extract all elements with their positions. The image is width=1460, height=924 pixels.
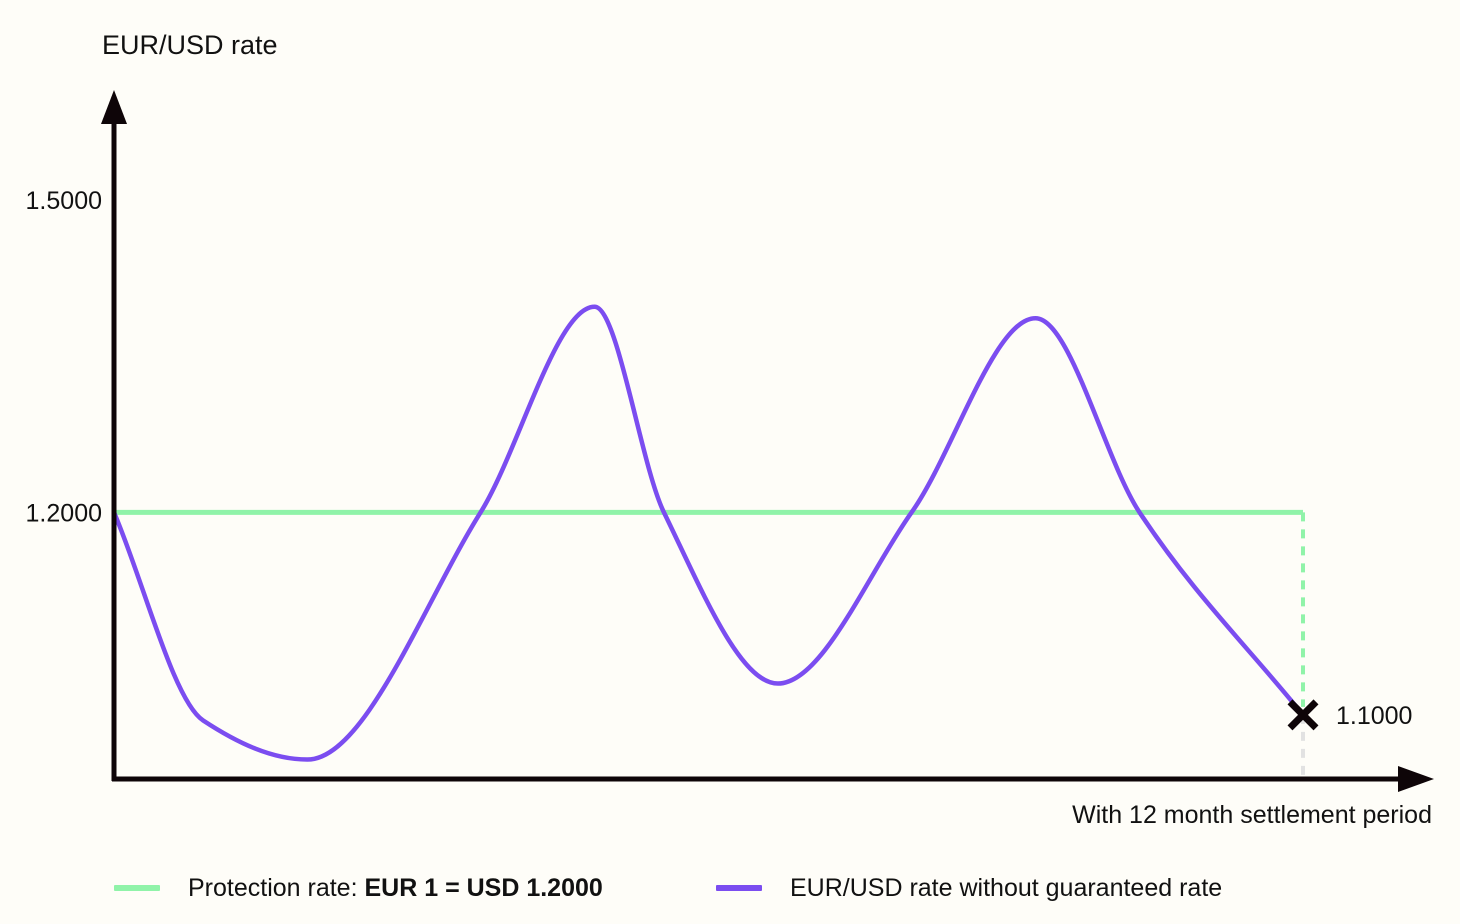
legend-swatch-market [716, 885, 762, 891]
market-rate-line [111, 304, 1306, 762]
legend-label-protection: Protection rate: EUR 1 = USD 1.2000 [188, 874, 603, 903]
legend-label-market: EUR/USD rate without guaranteed rate [790, 873, 1223, 902]
y-axis-arrow-icon [101, 90, 127, 124]
end-value-label: 1.1000 [1336, 702, 1412, 730]
axes [101, 90, 1434, 792]
x-axis-arrow-icon [1398, 766, 1434, 792]
plot-area: 1.1000 [111, 304, 1412, 775]
legend-label-protection-prefix: Protection rate: [188, 873, 365, 902]
legend-swatch-protection [114, 885, 160, 891]
legend-label-protection-rate: EUR 1 = USD 1.2000 [364, 873, 603, 902]
legend-item-protection: Protection rate: EUR 1 = USD 1.2000 [114, 868, 603, 908]
legend: Protection rate: EUR 1 = USD 1.2000 EUR/… [0, 868, 1460, 908]
legend-item-market: EUR/USD rate without guaranteed rate [716, 868, 1222, 908]
end-cross-icon [1287, 699, 1319, 731]
x-axis-title: With 12 month settlement period [1072, 801, 1432, 829]
y-axis-title: EUR/USD rate [102, 30, 278, 60]
y-tick-label-1-2000: 1.2000 [26, 499, 102, 527]
y-tick-label-1-5000: 1.5000 [26, 187, 102, 215]
